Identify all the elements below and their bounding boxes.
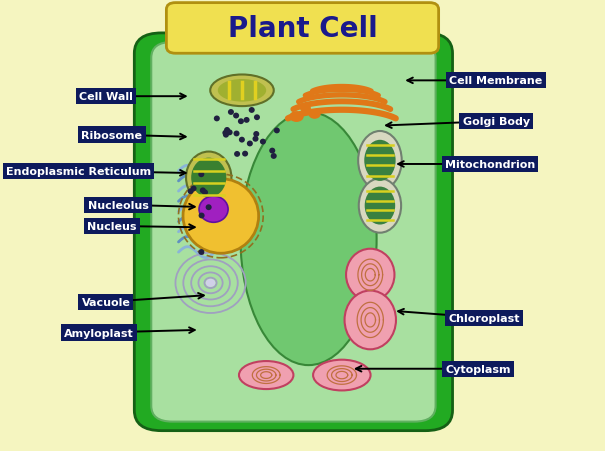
FancyBboxPatch shape (166, 4, 439, 54)
Ellipse shape (239, 138, 245, 143)
Ellipse shape (345, 291, 396, 350)
Text: Vacuole: Vacuole (82, 297, 130, 307)
Ellipse shape (274, 128, 280, 134)
Text: Golgi Body: Golgi Body (463, 117, 529, 127)
Text: Cytoplasm: Cytoplasm (445, 364, 511, 374)
Ellipse shape (188, 189, 194, 195)
Ellipse shape (183, 179, 259, 253)
Text: Nucleolus: Nucleolus (88, 200, 148, 210)
Ellipse shape (206, 205, 212, 211)
Ellipse shape (254, 115, 260, 121)
Ellipse shape (289, 112, 304, 123)
Ellipse shape (359, 179, 401, 233)
Ellipse shape (198, 249, 204, 255)
Ellipse shape (346, 249, 394, 301)
Ellipse shape (309, 110, 321, 120)
Ellipse shape (214, 116, 220, 122)
Ellipse shape (234, 131, 240, 137)
Text: Chloroplast: Chloroplast (448, 313, 520, 323)
Ellipse shape (206, 279, 215, 287)
Text: Plant Cell: Plant Cell (227, 15, 378, 43)
Ellipse shape (234, 152, 240, 157)
Ellipse shape (270, 154, 276, 160)
Text: Cell Membrane: Cell Membrane (450, 76, 543, 86)
Ellipse shape (200, 188, 206, 194)
Ellipse shape (239, 361, 293, 389)
FancyBboxPatch shape (134, 34, 453, 431)
Ellipse shape (252, 137, 258, 143)
Ellipse shape (365, 187, 395, 225)
Ellipse shape (253, 132, 260, 138)
FancyBboxPatch shape (151, 43, 436, 422)
Ellipse shape (313, 360, 370, 391)
Ellipse shape (238, 119, 244, 125)
Ellipse shape (269, 148, 275, 154)
Ellipse shape (247, 141, 253, 147)
Ellipse shape (227, 130, 233, 136)
Ellipse shape (224, 128, 230, 133)
Ellipse shape (233, 113, 239, 119)
Ellipse shape (186, 152, 231, 204)
Ellipse shape (249, 108, 255, 114)
Text: Cell Wall: Cell Wall (79, 92, 133, 102)
Ellipse shape (300, 105, 311, 113)
Ellipse shape (242, 152, 248, 157)
Text: Nucleus: Nucleus (87, 221, 137, 231)
Ellipse shape (191, 158, 226, 198)
Ellipse shape (218, 80, 266, 102)
Ellipse shape (228, 110, 234, 115)
Text: Ribosome: Ribosome (82, 130, 142, 140)
Ellipse shape (364, 140, 396, 181)
Ellipse shape (223, 133, 229, 138)
Ellipse shape (358, 132, 402, 190)
Ellipse shape (223, 131, 229, 137)
Text: Mitochondrion: Mitochondrion (445, 160, 535, 170)
Ellipse shape (198, 172, 204, 178)
Ellipse shape (241, 113, 376, 365)
Ellipse shape (211, 75, 274, 107)
Text: Endoplasmic Reticulum: Endoplasmic Reticulum (6, 166, 151, 176)
Ellipse shape (198, 213, 204, 219)
Ellipse shape (202, 190, 208, 196)
Text: Amyloplast: Amyloplast (64, 328, 134, 338)
Ellipse shape (260, 139, 266, 145)
Ellipse shape (191, 186, 197, 192)
Ellipse shape (244, 118, 250, 124)
Ellipse shape (199, 197, 228, 223)
